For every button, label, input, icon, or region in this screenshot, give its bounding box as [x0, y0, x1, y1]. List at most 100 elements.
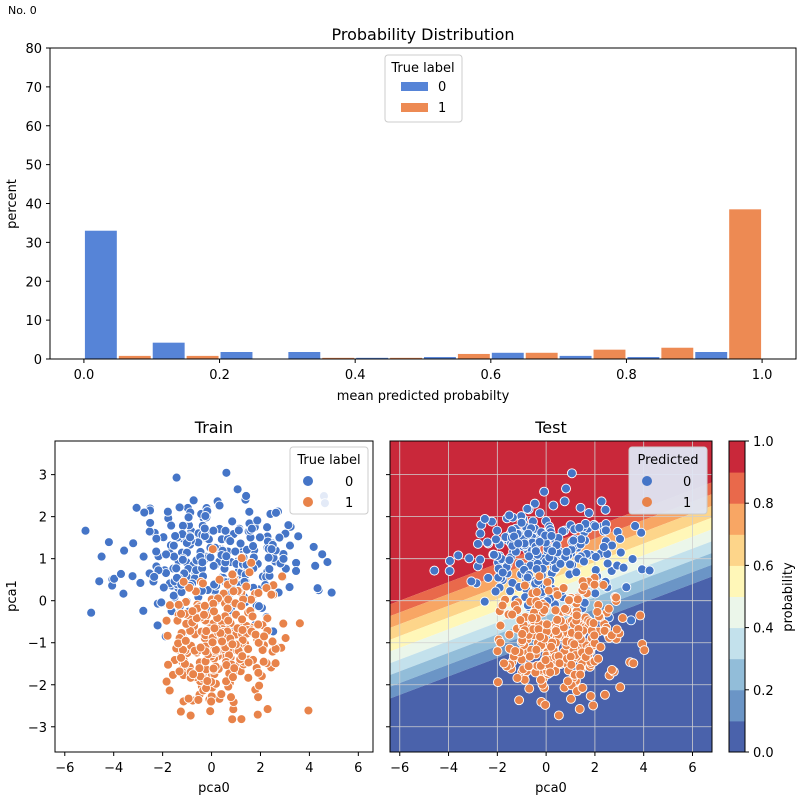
- point-class-1: [606, 664, 617, 675]
- point-class-1: [176, 608, 186, 619]
- point-class-1: [515, 615, 526, 626]
- point-class-1: [545, 667, 556, 678]
- point-class-0: [600, 504, 611, 515]
- point-class-1: [229, 663, 240, 674]
- point-class-0: [169, 551, 180, 562]
- point-class-0: [138, 551, 149, 562]
- point-class-1: [524, 651, 535, 662]
- point-class-1: [574, 704, 585, 714]
- histogram-bar-1: [390, 357, 422, 359]
- point-class-1: [270, 658, 281, 669]
- point-class-0: [103, 537, 114, 548]
- histogram-bar-0: [559, 355, 592, 359]
- point-class-1: [243, 657, 254, 668]
- histogram-y-label: percent: [5, 179, 20, 229]
- point-class-1: [201, 626, 212, 637]
- x-tick-label: −4: [439, 761, 458, 776]
- x-tick-label: −6: [390, 761, 409, 776]
- point-class-1: [492, 646, 503, 657]
- point-class-0: [241, 491, 252, 501]
- point-class-1: [228, 672, 238, 683]
- histogram-bar-0: [627, 357, 660, 359]
- point-class-0: [254, 601, 264, 612]
- histogram-bar-1: [729, 209, 762, 359]
- x-tick-label: 6: [688, 761, 696, 776]
- point-class-0: [607, 540, 617, 551]
- point-class-1: [553, 710, 564, 721]
- x-tick-label: 0.4: [345, 368, 366, 383]
- point-class-0: [559, 496, 570, 507]
- point-class-1: [603, 603, 614, 614]
- point-class-0: [534, 536, 545, 547]
- point-class-0: [621, 582, 632, 593]
- probability-band: [390, 552, 712, 687]
- point-class-1: [599, 625, 610, 636]
- point-class-1: [294, 618, 305, 629]
- histogram-bar-0: [84, 230, 117, 359]
- point-class-0: [310, 560, 321, 571]
- point-class-0: [227, 516, 238, 527]
- point-class-0: [254, 532, 265, 543]
- point-class-0: [475, 554, 486, 565]
- point-class-0: [214, 500, 225, 511]
- y-tick-label: −3: [28, 721, 47, 736]
- point-class-0: [561, 546, 572, 557]
- point-class-0: [322, 557, 333, 568]
- train-title: Train: [194, 418, 233, 437]
- legend-title: True label: [296, 453, 360, 468]
- point-class-0: [548, 500, 559, 511]
- colorbar-level: [729, 596, 745, 629]
- point-class-1: [206, 696, 217, 707]
- point-class-1: [584, 645, 594, 656]
- point-class-0: [86, 607, 97, 618]
- point-class-0: [630, 521, 641, 531]
- point-class-1: [180, 635, 191, 646]
- colorbar-tick-label: 0.8: [753, 497, 774, 512]
- point-class-1: [162, 630, 173, 641]
- legend-label-0: 0: [438, 80, 446, 95]
- point-class-1: [571, 610, 582, 621]
- histogram-bar-1: [186, 355, 219, 359]
- point-class-1: [199, 609, 209, 620]
- point-class-0: [615, 533, 625, 544]
- point-class-0: [262, 522, 273, 533]
- point-class-0: [271, 507, 281, 518]
- point-class-1: [194, 663, 205, 674]
- point-class-1: [236, 714, 247, 725]
- point-class-0: [598, 542, 609, 552]
- point-class-0: [96, 551, 107, 562]
- point-class-0: [225, 536, 236, 547]
- point-class-0: [444, 556, 455, 566]
- point-class-0: [308, 541, 319, 552]
- point-class-1: [495, 637, 506, 648]
- histogram-panel: Probability Distribution 0.0 0.2 0.4 0.6 0.8…: [5, 25, 797, 404]
- point-class-1: [199, 600, 210, 611]
- point-class-1: [236, 553, 247, 564]
- x-tick-label: 4: [640, 761, 648, 776]
- point-class-1: [540, 699, 551, 710]
- x-tick-label: 2: [256, 761, 264, 776]
- point-class-1: [533, 599, 544, 610]
- legend-marker-1: [303, 497, 313, 507]
- point-class-0: [590, 521, 601, 532]
- point-class-1: [542, 619, 552, 630]
- point-class-1: [550, 605, 561, 616]
- train-x-label: pca0: [198, 781, 230, 796]
- y-tick-label: 0: [34, 353, 42, 368]
- point-class-1: [161, 676, 172, 687]
- x-tick-label: −4: [104, 761, 123, 776]
- point-class-1: [540, 655, 551, 666]
- y-tick-label: 20: [25, 275, 42, 290]
- point-class-0: [183, 512, 194, 523]
- y-tick-label: −1: [28, 637, 47, 652]
- figure-label: No. 0: [8, 4, 37, 17]
- point-class-0: [555, 558, 566, 569]
- histogram-bar-0: [424, 357, 456, 359]
- point-class-0: [291, 566, 301, 576]
- point-class-1: [253, 619, 264, 630]
- point-class-1: [566, 659, 577, 670]
- point-class-1: [617, 613, 628, 624]
- point-class-0: [220, 525, 231, 536]
- point-class-0: [119, 545, 130, 556]
- colorbar-level: [729, 441, 745, 473]
